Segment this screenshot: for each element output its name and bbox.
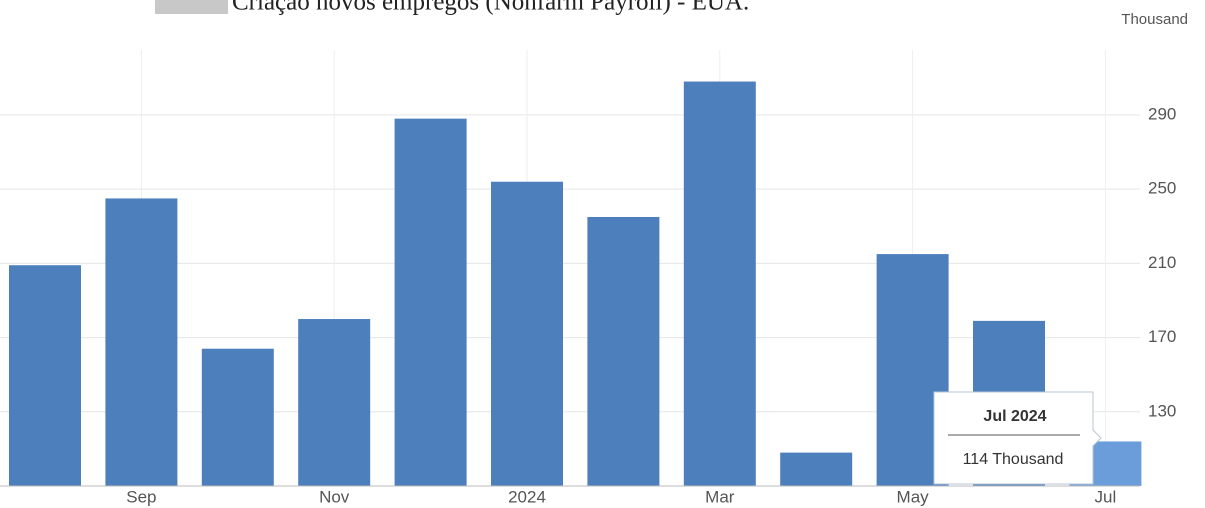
x-tick-label: May	[897, 487, 930, 506]
x-tick-label: Nov	[319, 487, 350, 506]
y-tick-label: 250	[1148, 179, 1176, 198]
bar	[491, 181, 563, 486]
bar	[683, 81, 756, 486]
y-tick-label: 130	[1148, 401, 1176, 420]
bar	[298, 319, 371, 486]
title-mask	[155, 0, 228, 14]
bar	[780, 452, 853, 486]
y-tick-label: 170	[1148, 327, 1176, 346]
tooltip: Jul 2024 114 Thousand	[933, 391, 1102, 485]
x-tick-label: Mar	[705, 487, 735, 506]
bar	[9, 265, 81, 486]
bar	[587, 216, 660, 486]
chart-title: Criação novos empregos (Nonfarm Payroll)…	[232, 0, 749, 16]
y-tick-label: 290	[1148, 104, 1176, 123]
tooltip-title: Jul 2024	[983, 408, 1046, 425]
y-tick-label: 210	[1148, 253, 1176, 272]
bar	[394, 118, 467, 487]
x-tick-label: 2024	[508, 487, 546, 506]
tooltip-text: 114 Thousand	[963, 451, 1064, 468]
bar	[105, 198, 178, 486]
bar	[201, 348, 274, 486]
x-tick-label: Jul	[1095, 487, 1117, 506]
unit-label: Thousand	[1121, 11, 1188, 28]
tooltip-box	[933, 391, 1102, 485]
x-tick-label: Sep	[126, 487, 156, 506]
